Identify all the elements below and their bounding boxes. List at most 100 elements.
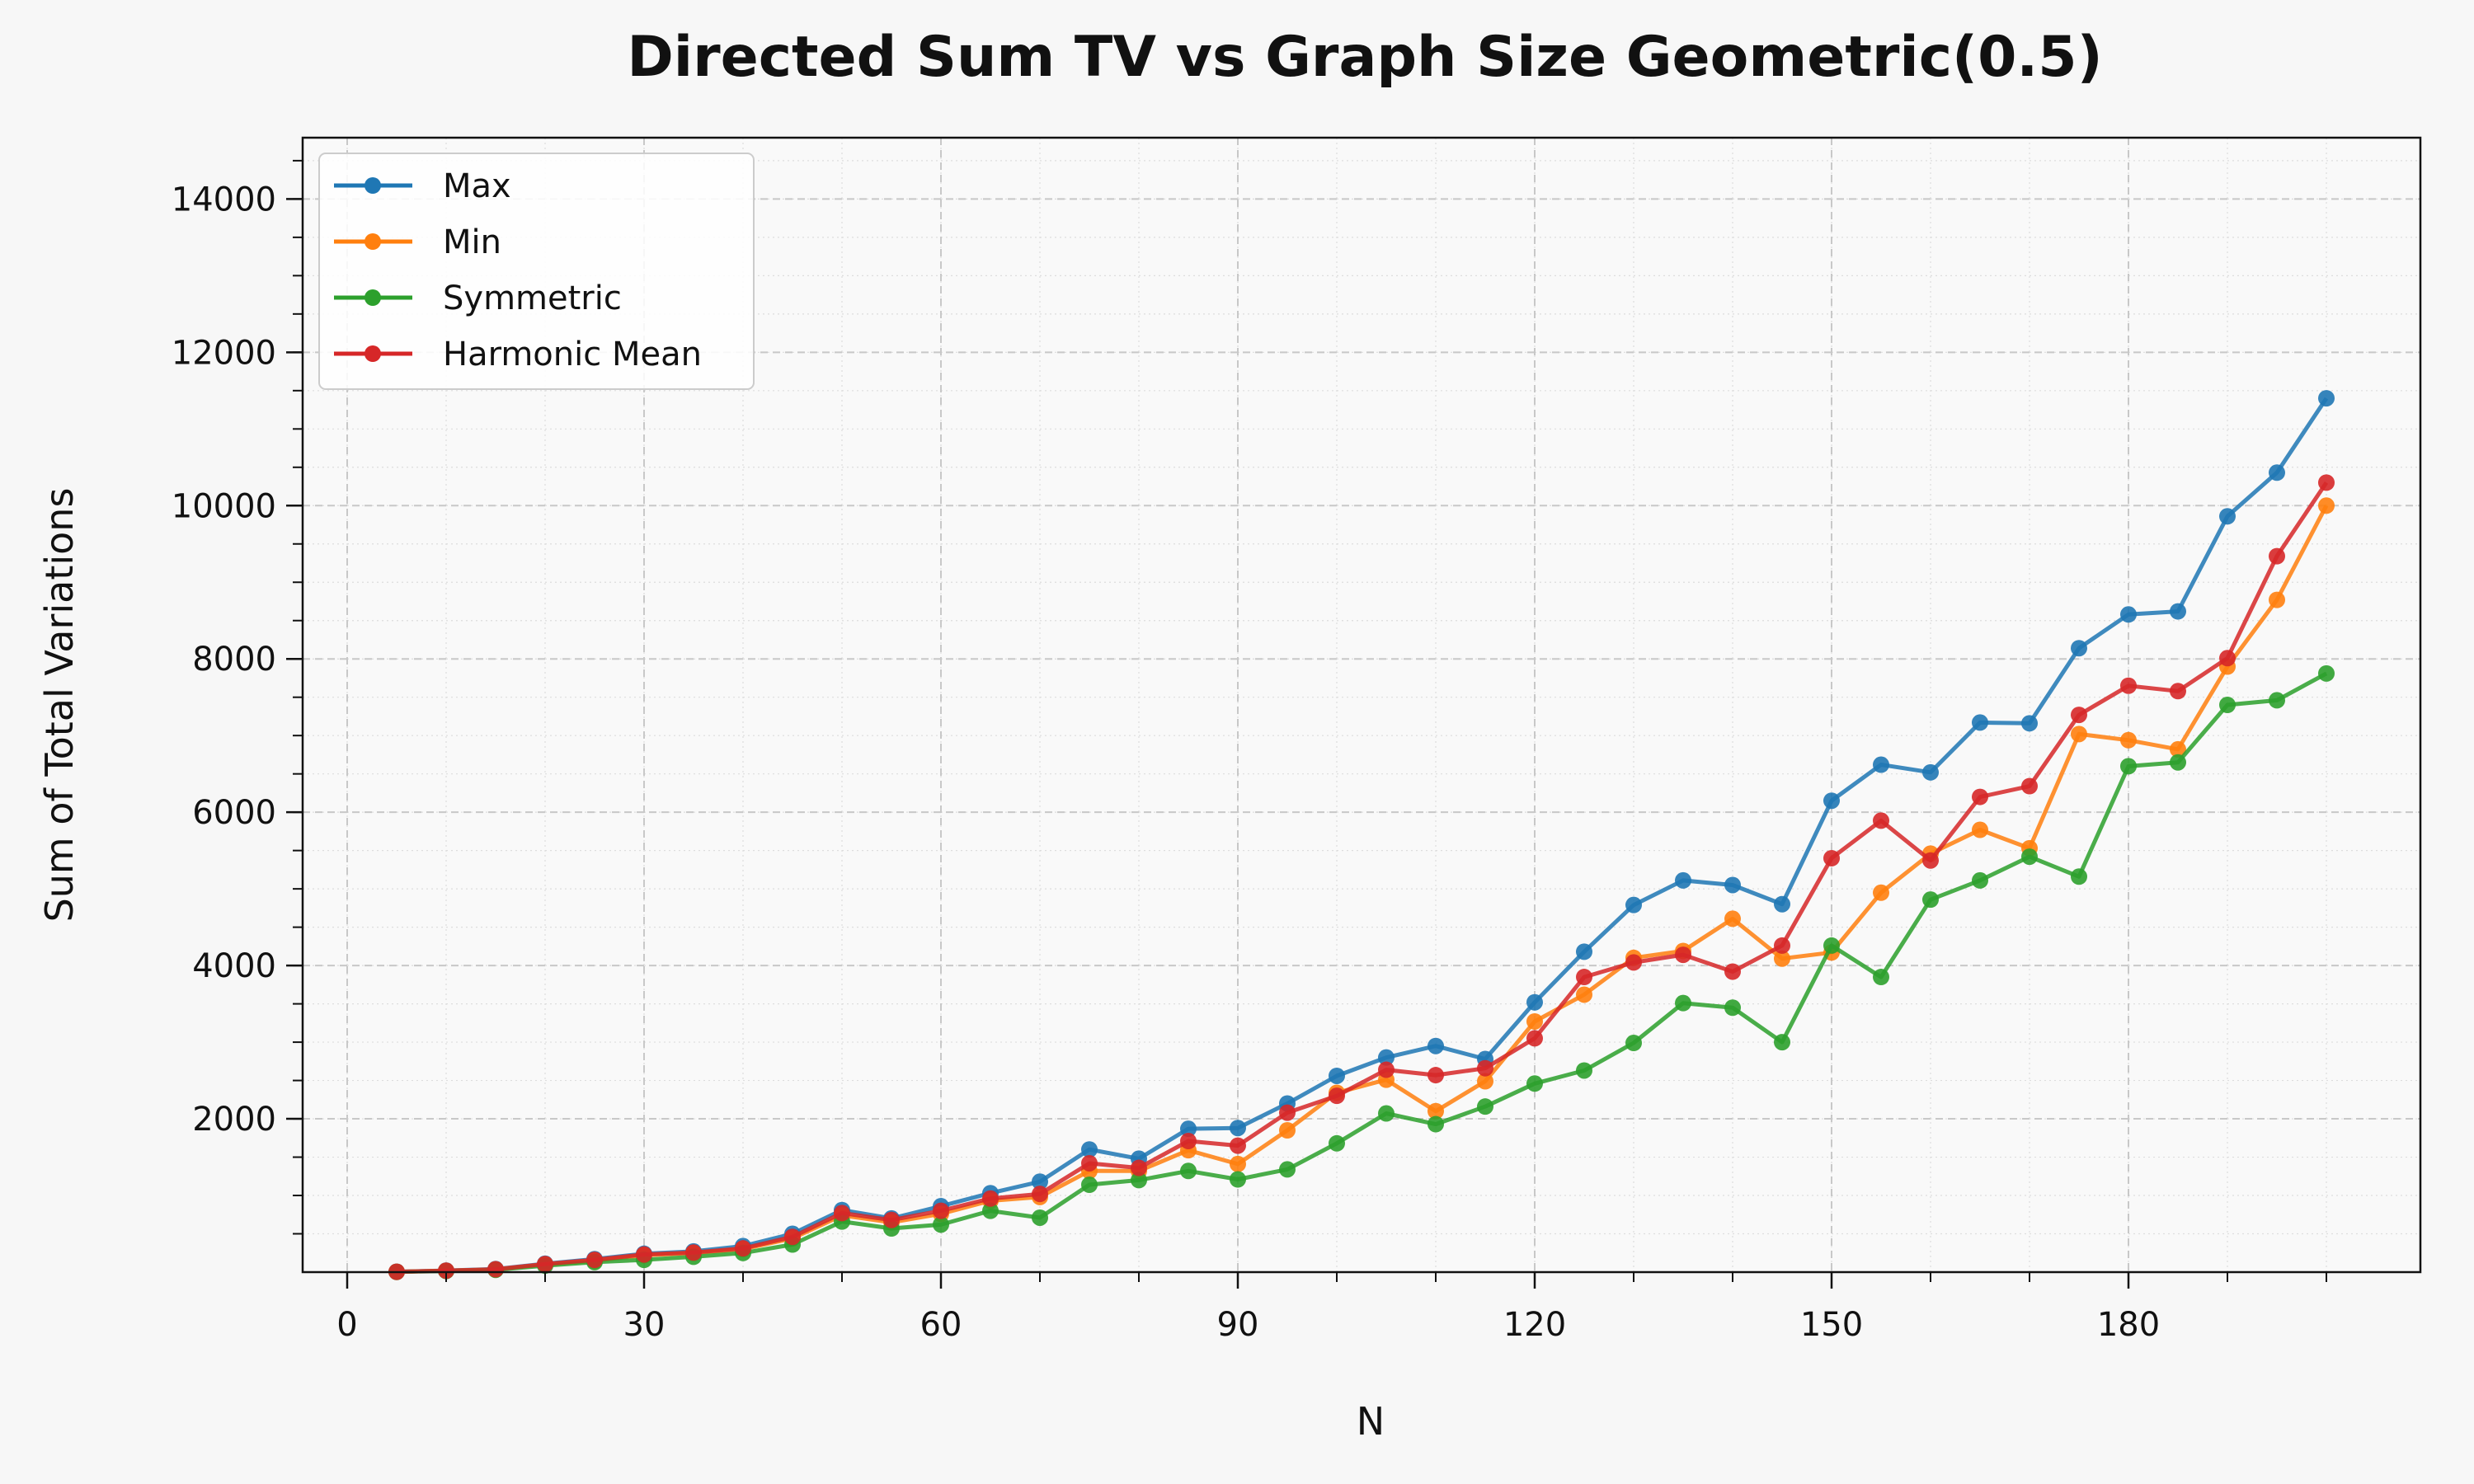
data-point-harmonic-mean <box>1427 1067 1444 1084</box>
data-point-symmetric <box>2120 758 2137 775</box>
data-point-min <box>2071 726 2087 743</box>
data-point-max <box>1427 1037 1444 1054</box>
data-point-symmetric <box>2170 754 2186 771</box>
data-point-harmonic-mean <box>2318 474 2335 491</box>
data-point-harmonic-mean <box>834 1205 850 1222</box>
data-point-harmonic-mean <box>586 1252 603 1269</box>
data-point-harmonic-mean <box>537 1256 553 1273</box>
legend-item-min: Min <box>334 223 501 261</box>
data-point-symmetric <box>1081 1176 1098 1194</box>
data-point-max <box>1823 792 1840 810</box>
data-point-min <box>1724 910 1741 928</box>
data-point-symmetric <box>2269 692 2285 709</box>
y-tick-label: 10000 <box>172 487 276 525</box>
data-point-min <box>1526 1012 1543 1030</box>
data-point-symmetric <box>2071 868 2087 885</box>
data-point-harmonic-mean <box>1329 1087 1345 1105</box>
series-symmetric <box>388 665 2335 1280</box>
data-point-symmetric <box>982 1202 999 1219</box>
chart-title: Directed Sum TV vs Graph Size Geometric(… <box>627 25 2102 90</box>
data-point-symmetric <box>1526 1075 1543 1092</box>
data-point-symmetric <box>1724 999 1741 1017</box>
legend-item-symmetric: Symmetric <box>334 279 622 317</box>
data-point-max <box>1378 1049 1395 1066</box>
x-tick-label: 90 <box>1217 1306 1259 1344</box>
data-point-harmonic-mean <box>2120 677 2137 694</box>
data-point-symmetric <box>1675 994 1691 1012</box>
data-point-symmetric <box>1427 1115 1444 1133</box>
data-point-min <box>1477 1073 1493 1090</box>
legend-label: Symmetric <box>443 279 622 317</box>
y-axis-label: Sum of Total Variations <box>37 488 82 923</box>
series-line-symmetric <box>396 671 2328 1275</box>
data-point-min <box>1873 884 1889 901</box>
data-point-symmetric <box>1873 969 1889 986</box>
data-point-harmonic-mean <box>1873 812 1889 829</box>
data-point-symmetric <box>1823 937 1840 954</box>
data-point-min <box>2120 731 2137 749</box>
legend-marker <box>365 289 381 306</box>
data-point-harmonic-mean <box>487 1261 504 1278</box>
data-point-symmetric <box>1576 1062 1592 1079</box>
data-point-harmonic-mean <box>784 1228 801 1246</box>
data-point-max <box>1576 943 1592 960</box>
data-point-min <box>2269 591 2285 608</box>
data-point-harmonic-mean <box>1922 852 1939 869</box>
x-axis: 0 30 60 90 120 150 180 <box>336 1272 2327 1344</box>
x-tick-label: 120 <box>1503 1306 1566 1344</box>
data-point-harmonic-mean <box>883 1211 900 1228</box>
series-line-harmonic-mean <box>396 481 2329 1275</box>
data-point-harmonic-mean <box>2170 683 2186 700</box>
data-point-harmonic-mean <box>1230 1137 1246 1154</box>
legend-label: Harmonic Mean <box>443 336 702 373</box>
data-point-symmetric <box>2219 697 2236 713</box>
y-tick-label: 14000 <box>172 181 276 218</box>
data-point-max <box>1180 1120 1197 1138</box>
data-point-min <box>1427 1102 1444 1120</box>
y-tick-label: 12000 <box>172 334 276 372</box>
data-point-min <box>2170 740 2186 758</box>
data-point-max <box>1724 876 1741 894</box>
y-tick-label: 8000 <box>192 641 276 679</box>
data-point-harmonic-mean <box>1131 1159 1147 1176</box>
data-point-harmonic-mean <box>1774 937 1790 954</box>
y-tick-label: 2000 <box>192 1101 276 1139</box>
data-point-max <box>1526 993 1543 1011</box>
data-point-max <box>1230 1120 1246 1137</box>
data-point-harmonic-mean <box>933 1202 949 1219</box>
data-point-max <box>2071 640 2087 657</box>
data-point-symmetric <box>1774 1034 1790 1051</box>
data-point-symmetric <box>1972 871 1988 889</box>
data-point-harmonic-mean <box>1081 1154 1098 1172</box>
data-point-symmetric <box>1279 1161 1296 1178</box>
data-point-max <box>1329 1067 1345 1084</box>
data-point-max <box>2318 390 2335 407</box>
data-point-harmonic-mean <box>1972 788 1988 805</box>
data-point-harmonic-mean <box>1823 849 1840 866</box>
data-point-symmetric <box>933 1216 949 1233</box>
legend-label: Min <box>443 223 501 261</box>
x-tick-label: 150 <box>1800 1306 1863 1344</box>
data-point-symmetric <box>1922 891 1939 909</box>
data-point-max <box>2170 603 2186 620</box>
legend-item-max: Max <box>334 167 511 205</box>
data-point-min <box>1972 821 1988 838</box>
legend-item-harmonic-mean: Harmonic Mean <box>334 336 702 373</box>
data-point-min <box>2318 497 2335 514</box>
x-tick-label: 0 <box>336 1306 357 1344</box>
data-point-harmonic-mean <box>1477 1059 1493 1077</box>
data-point-max <box>1081 1141 1098 1158</box>
data-point-harmonic-mean <box>438 1262 454 1280</box>
data-point-max <box>2219 508 2236 525</box>
data-point-harmonic-mean <box>1378 1061 1395 1078</box>
legend-marker <box>365 345 381 362</box>
legend-marker <box>365 233 381 250</box>
data-point-max <box>1774 895 1790 913</box>
data-point-min <box>1576 986 1592 1003</box>
x-tick-label: 180 <box>2097 1306 2160 1344</box>
data-point-max <box>1972 714 1988 731</box>
x-tick-label: 60 <box>920 1306 962 1344</box>
data-point-symmetric <box>1032 1209 1048 1226</box>
data-point-min <box>1230 1155 1246 1172</box>
y-tick-label: 4000 <box>192 947 276 985</box>
